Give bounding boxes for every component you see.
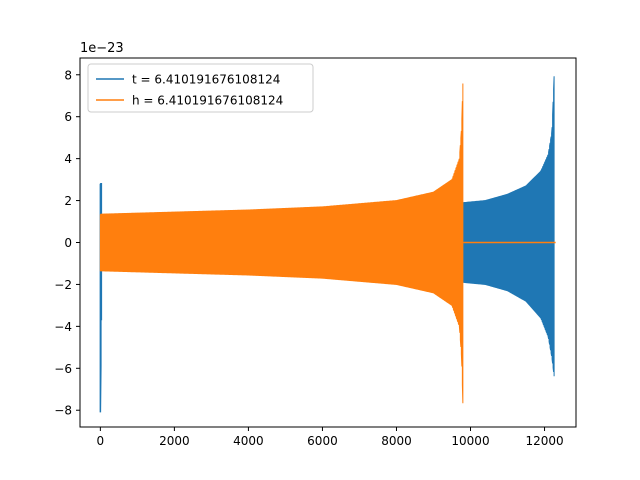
y-tick-label: 0 bbox=[64, 236, 72, 250]
x-tick-label: 0 bbox=[97, 434, 105, 448]
x-tick-label: 10000 bbox=[451, 434, 489, 448]
y-axis: −8 −6 −4 −2 0 2 4 6 8 bbox=[54, 68, 80, 418]
x-tick-label: 2000 bbox=[159, 434, 190, 448]
y-tick-label: −4 bbox=[54, 320, 72, 334]
series-t-start-spike bbox=[99, 183, 103, 413]
x-axis: 0 2000 4000 6000 8000 10000 12000 bbox=[97, 427, 564, 448]
series-layer bbox=[99, 76, 556, 413]
x-tick-label: 6000 bbox=[307, 434, 338, 448]
x-tick-label: 12000 bbox=[525, 434, 563, 448]
y-offset-label: 1e−23 bbox=[80, 41, 124, 56]
series-h-body bbox=[99, 83, 464, 404]
y-tick-label: 4 bbox=[64, 152, 72, 166]
y-tick-label: −8 bbox=[54, 404, 72, 418]
y-tick-label: 2 bbox=[64, 194, 72, 208]
y-tick-label: 8 bbox=[64, 68, 72, 82]
legend-label: t = 6.410191676108124 bbox=[132, 73, 280, 87]
legend: t = 6.410191676108124 h = 6.4101916761081… bbox=[87, 63, 314, 113]
y-tick-label: 6 bbox=[64, 110, 72, 124]
x-tick-label: 4000 bbox=[233, 434, 264, 448]
y-tick-label: −6 bbox=[54, 362, 72, 376]
x-tick-label: 8000 bbox=[381, 434, 412, 448]
legend-label: h = 6.410191676108124 bbox=[132, 94, 283, 108]
legend-box bbox=[87, 63, 314, 113]
y-tick-label: −2 bbox=[54, 278, 72, 292]
series-line-h bbox=[99, 83, 556, 404]
